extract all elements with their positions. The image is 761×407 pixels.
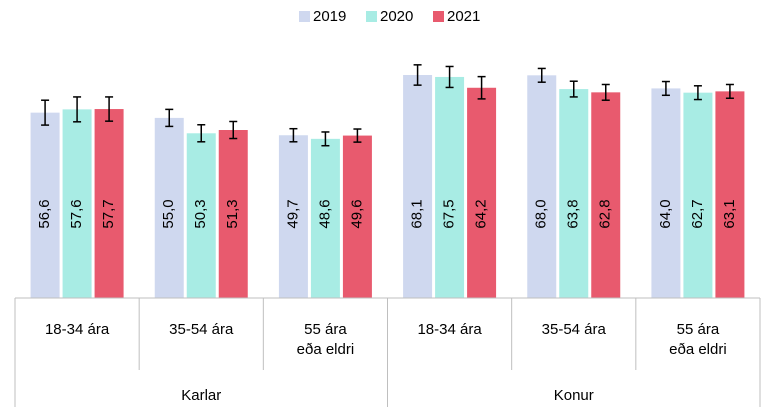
value-label: 62,8 [597, 199, 614, 228]
group-label: Karlar [181, 387, 221, 404]
bar [218, 130, 248, 298]
bar [278, 135, 308, 298]
bar [186, 133, 216, 298]
x-tick-label: 35-54 ára [542, 321, 607, 338]
bar [715, 91, 745, 298]
bar [591, 92, 621, 298]
value-label: 64,0 [657, 199, 674, 228]
bar [435, 76, 465, 298]
x-tick-label: eða eldri [297, 341, 355, 358]
x-tick-label: 18-34 ára [45, 321, 110, 338]
value-label: 62,7 [689, 199, 706, 228]
bar [403, 74, 433, 298]
value-label: 64,2 [473, 199, 490, 228]
x-tick-label: eða eldri [669, 341, 727, 358]
legend-label: 2020 [380, 8, 413, 25]
x-tick-label: 55 ára [677, 321, 720, 338]
bar [30, 112, 60, 299]
bar [559, 89, 589, 298]
bar [62, 109, 92, 298]
value-label: 48,6 [316, 199, 333, 228]
value-label: 68,0 [533, 199, 550, 228]
value-label: 50,3 [192, 199, 209, 228]
legend-label: 2021 [447, 8, 480, 25]
value-label: 67,5 [441, 199, 458, 228]
group-label: Konur [554, 387, 594, 404]
bar [683, 92, 713, 298]
bar [651, 88, 681, 299]
x-tick-label: 18-34 ára [417, 321, 482, 338]
value-label: 57,6 [68, 199, 85, 228]
value-label: 68,1 [409, 199, 426, 228]
bar [94, 109, 124, 298]
value-label: 57,7 [100, 199, 117, 228]
legend-swatch [366, 11, 377, 22]
bar [342, 135, 372, 298]
bar [310, 138, 340, 298]
value-label: 49,6 [348, 199, 365, 228]
x-tick-label: 55 ára [304, 321, 347, 338]
value-label: 51,3 [224, 199, 241, 228]
value-label: 55,0 [160, 199, 177, 228]
value-label: 63,1 [721, 199, 738, 228]
x-tick-label: 35-54 ára [169, 321, 234, 338]
value-label: 56,6 [36, 199, 53, 228]
value-label: 49,7 [284, 199, 301, 228]
bar [467, 87, 497, 298]
legend-swatch [299, 11, 310, 22]
bar [527, 75, 557, 298]
value-label: 63,8 [565, 199, 582, 228]
legend-swatch [433, 11, 444, 22]
bar [154, 117, 184, 298]
legend-label: 2019 [313, 8, 346, 25]
